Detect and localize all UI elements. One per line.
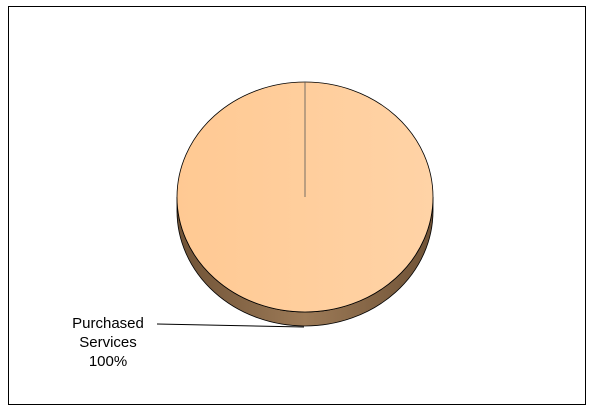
- label-category-line2: Services: [79, 334, 137, 351]
- pie-slices: [176, 81, 434, 327]
- label-percent: 100%: [89, 353, 127, 370]
- label-category-line1: Purchased: [72, 315, 144, 332]
- label-leader-line: [156, 323, 305, 328]
- pie-labels: Purchased Services 100%: [72, 315, 305, 370]
